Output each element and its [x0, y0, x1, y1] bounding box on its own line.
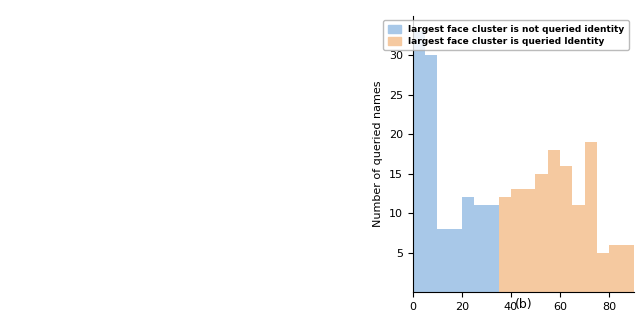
Bar	[609, 245, 621, 292]
Bar	[474, 205, 486, 292]
Legend: largest face cluster is not queried identity, largest face cluster is queried Id: largest face cluster is not queried iden…	[383, 20, 629, 50]
Text: (b): (b)	[515, 298, 532, 311]
Bar	[536, 174, 548, 292]
Bar	[413, 229, 425, 292]
Bar	[462, 260, 474, 292]
Bar	[486, 205, 499, 292]
Bar	[486, 260, 499, 292]
Bar	[425, 55, 437, 292]
Bar	[560, 166, 572, 292]
Bar	[474, 260, 486, 292]
Bar	[413, 31, 425, 292]
Bar	[621, 245, 634, 292]
Bar	[511, 189, 524, 292]
Bar	[584, 142, 596, 292]
Bar	[548, 150, 560, 292]
Bar	[437, 245, 450, 292]
Bar	[450, 229, 462, 292]
Bar	[425, 229, 437, 292]
Bar	[597, 252, 609, 292]
Bar	[524, 189, 536, 292]
Bar	[450, 252, 462, 292]
Bar	[572, 205, 584, 292]
Bar	[462, 197, 474, 292]
Bar	[437, 229, 450, 292]
Bar	[499, 197, 511, 292]
Y-axis label: Number of queried names: Number of queried names	[373, 81, 383, 227]
